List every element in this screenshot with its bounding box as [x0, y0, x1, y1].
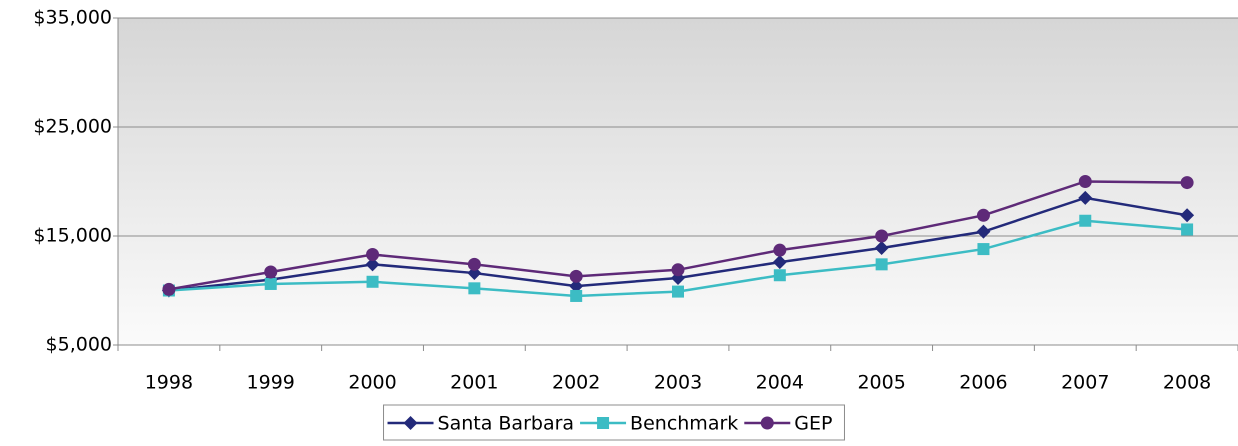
x-tick-label: 2005 — [857, 372, 905, 394]
marker — [264, 277, 277, 290]
y-tick-label: $5,000 — [46, 334, 112, 356]
marker — [365, 257, 380, 272]
marker — [977, 243, 990, 256]
marker — [671, 263, 685, 277]
marker — [772, 255, 787, 270]
marker — [760, 416, 774, 430]
marker — [773, 243, 787, 257]
marker — [569, 269, 583, 283]
legend-label: Santa Barbara — [438, 413, 575, 435]
x-tick-label: 2000 — [348, 372, 396, 394]
marker — [366, 275, 379, 288]
legend-label: Benchmark — [630, 413, 738, 435]
marker — [467, 257, 481, 271]
legend-label: GEP — [794, 413, 832, 435]
marker — [1180, 208, 1195, 223]
marker — [366, 248, 380, 262]
marker — [672, 285, 684, 298]
marker — [403, 416, 418, 430]
marker — [976, 208, 990, 222]
x-tick-label: 2008 — [1163, 372, 1211, 394]
marker — [569, 279, 584, 294]
marker — [162, 282, 176, 296]
marker — [570, 289, 583, 302]
x-tick-label: 2002 — [552, 372, 600, 394]
y-tick-label: $25,000 — [33, 116, 112, 138]
marker — [597, 417, 610, 429]
marker — [468, 282, 481, 295]
marker — [875, 229, 889, 243]
marker — [1180, 176, 1194, 190]
marker — [1078, 190, 1093, 205]
legend-item: Santa Barbara — [387, 413, 575, 435]
x-tick-label: 1998 — [145, 372, 193, 394]
marker — [1079, 214, 1092, 227]
y-tick-label: $15,000 — [33, 225, 112, 247]
marker — [773, 269, 786, 282]
marker — [874, 240, 889, 255]
x-tick-label: 2003 — [654, 372, 702, 394]
x-tick-label: 2007 — [1061, 372, 1109, 394]
marker — [1078, 175, 1092, 188]
legend: Santa Barbara Benchmark GEP — [383, 404, 845, 441]
x-tick-label: 2001 — [450, 372, 498, 394]
legend-item: Benchmark — [580, 413, 738, 435]
marker — [875, 258, 888, 271]
x-tick-label: 2004 — [756, 372, 804, 394]
legend-item: GEP — [744, 413, 832, 435]
x-tick-label: 2006 — [959, 372, 1007, 394]
x-tick-label: 1999 — [247, 372, 295, 394]
marker — [1181, 223, 1194, 236]
marker — [264, 265, 278, 279]
marker — [976, 224, 991, 239]
y-tick-label: $35,000 — [33, 7, 112, 29]
